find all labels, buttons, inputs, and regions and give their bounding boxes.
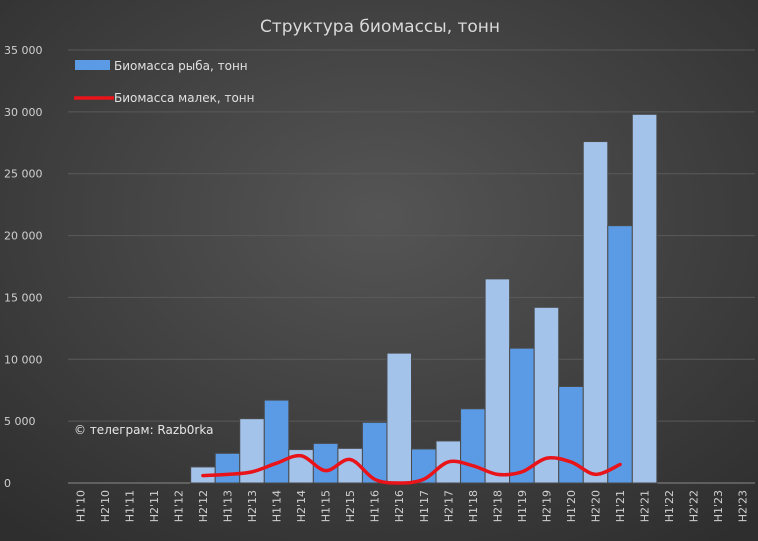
bar xyxy=(386,352,413,484)
x-tick-label: H2'22 xyxy=(688,490,701,522)
x-tick-label: H1'19 xyxy=(516,490,529,522)
x-tick-label: H2'10 xyxy=(99,490,112,522)
bar xyxy=(460,408,486,484)
legend-swatch-bar xyxy=(75,60,110,70)
x-tick-label: H2'14 xyxy=(295,490,308,522)
x-tick-label: H2'21 xyxy=(639,490,652,522)
x-tick-label: H1'18 xyxy=(467,490,480,522)
x-tick-label: H1'15 xyxy=(320,490,333,522)
x-tick-label: H2'23 xyxy=(737,490,750,522)
watermark-annotation: © телеграм: Razb0rka xyxy=(74,423,213,437)
y-tick-label: 5 000 xyxy=(4,415,36,428)
bar xyxy=(263,399,290,484)
y-tick-label: 10 000 xyxy=(4,353,43,366)
x-tick-label: H1'17 xyxy=(418,490,431,522)
bar xyxy=(607,225,633,484)
x-tick-label: H2'16 xyxy=(393,490,406,522)
x-tick-label: H1'14 xyxy=(271,490,284,522)
x-tick-label: H1'10 xyxy=(74,490,87,522)
x-tick-label: H2'18 xyxy=(491,490,504,522)
line-series xyxy=(201,453,622,485)
x-tick-label: H2'11 xyxy=(148,490,161,522)
x-tick-label: H1'23 xyxy=(712,490,725,522)
x-tick-label: H1'21 xyxy=(614,490,627,522)
x-tick-label: H2'15 xyxy=(344,490,357,522)
y-tick-label: 20 000 xyxy=(4,230,43,243)
bar xyxy=(214,452,241,484)
bar xyxy=(533,306,560,484)
x-tick-label: H1'11 xyxy=(123,490,136,522)
x-tick-label: H1'12 xyxy=(172,490,185,522)
x-tick-label: H1'16 xyxy=(369,490,382,522)
x-tick-label: H1'13 xyxy=(221,490,234,522)
x-tick-label: H2'17 xyxy=(442,490,455,522)
legend: Биомасса рыба, тонн Биомасса малек, тонн xyxy=(74,59,255,105)
y-tick-label: 0 xyxy=(4,477,11,490)
y-tick-label: 35 000 xyxy=(4,44,43,57)
bar xyxy=(631,113,658,484)
y-tick-label: 15 000 xyxy=(4,291,43,304)
x-tick-label: H1'22 xyxy=(663,490,676,522)
y-tick-label: 25 000 xyxy=(4,168,43,181)
x-tick-label: H2'19 xyxy=(540,490,553,522)
bar xyxy=(509,347,535,484)
x-tick-label: H1'20 xyxy=(565,490,578,522)
bar xyxy=(582,141,609,484)
x-tick-label: H2'12 xyxy=(197,490,210,522)
legend-label-line: Биомасса малек, тонн xyxy=(114,91,255,105)
y-tick-label: 30 000 xyxy=(4,106,43,119)
bar xyxy=(312,442,339,484)
bar xyxy=(484,278,511,484)
legend-label-bar: Биомасса рыба, тонн xyxy=(114,59,248,73)
chart-title: Структура биомассы, тонн xyxy=(260,17,500,37)
x-tick-label: H2'20 xyxy=(590,490,603,522)
x-tick-label: H2'13 xyxy=(246,490,259,522)
